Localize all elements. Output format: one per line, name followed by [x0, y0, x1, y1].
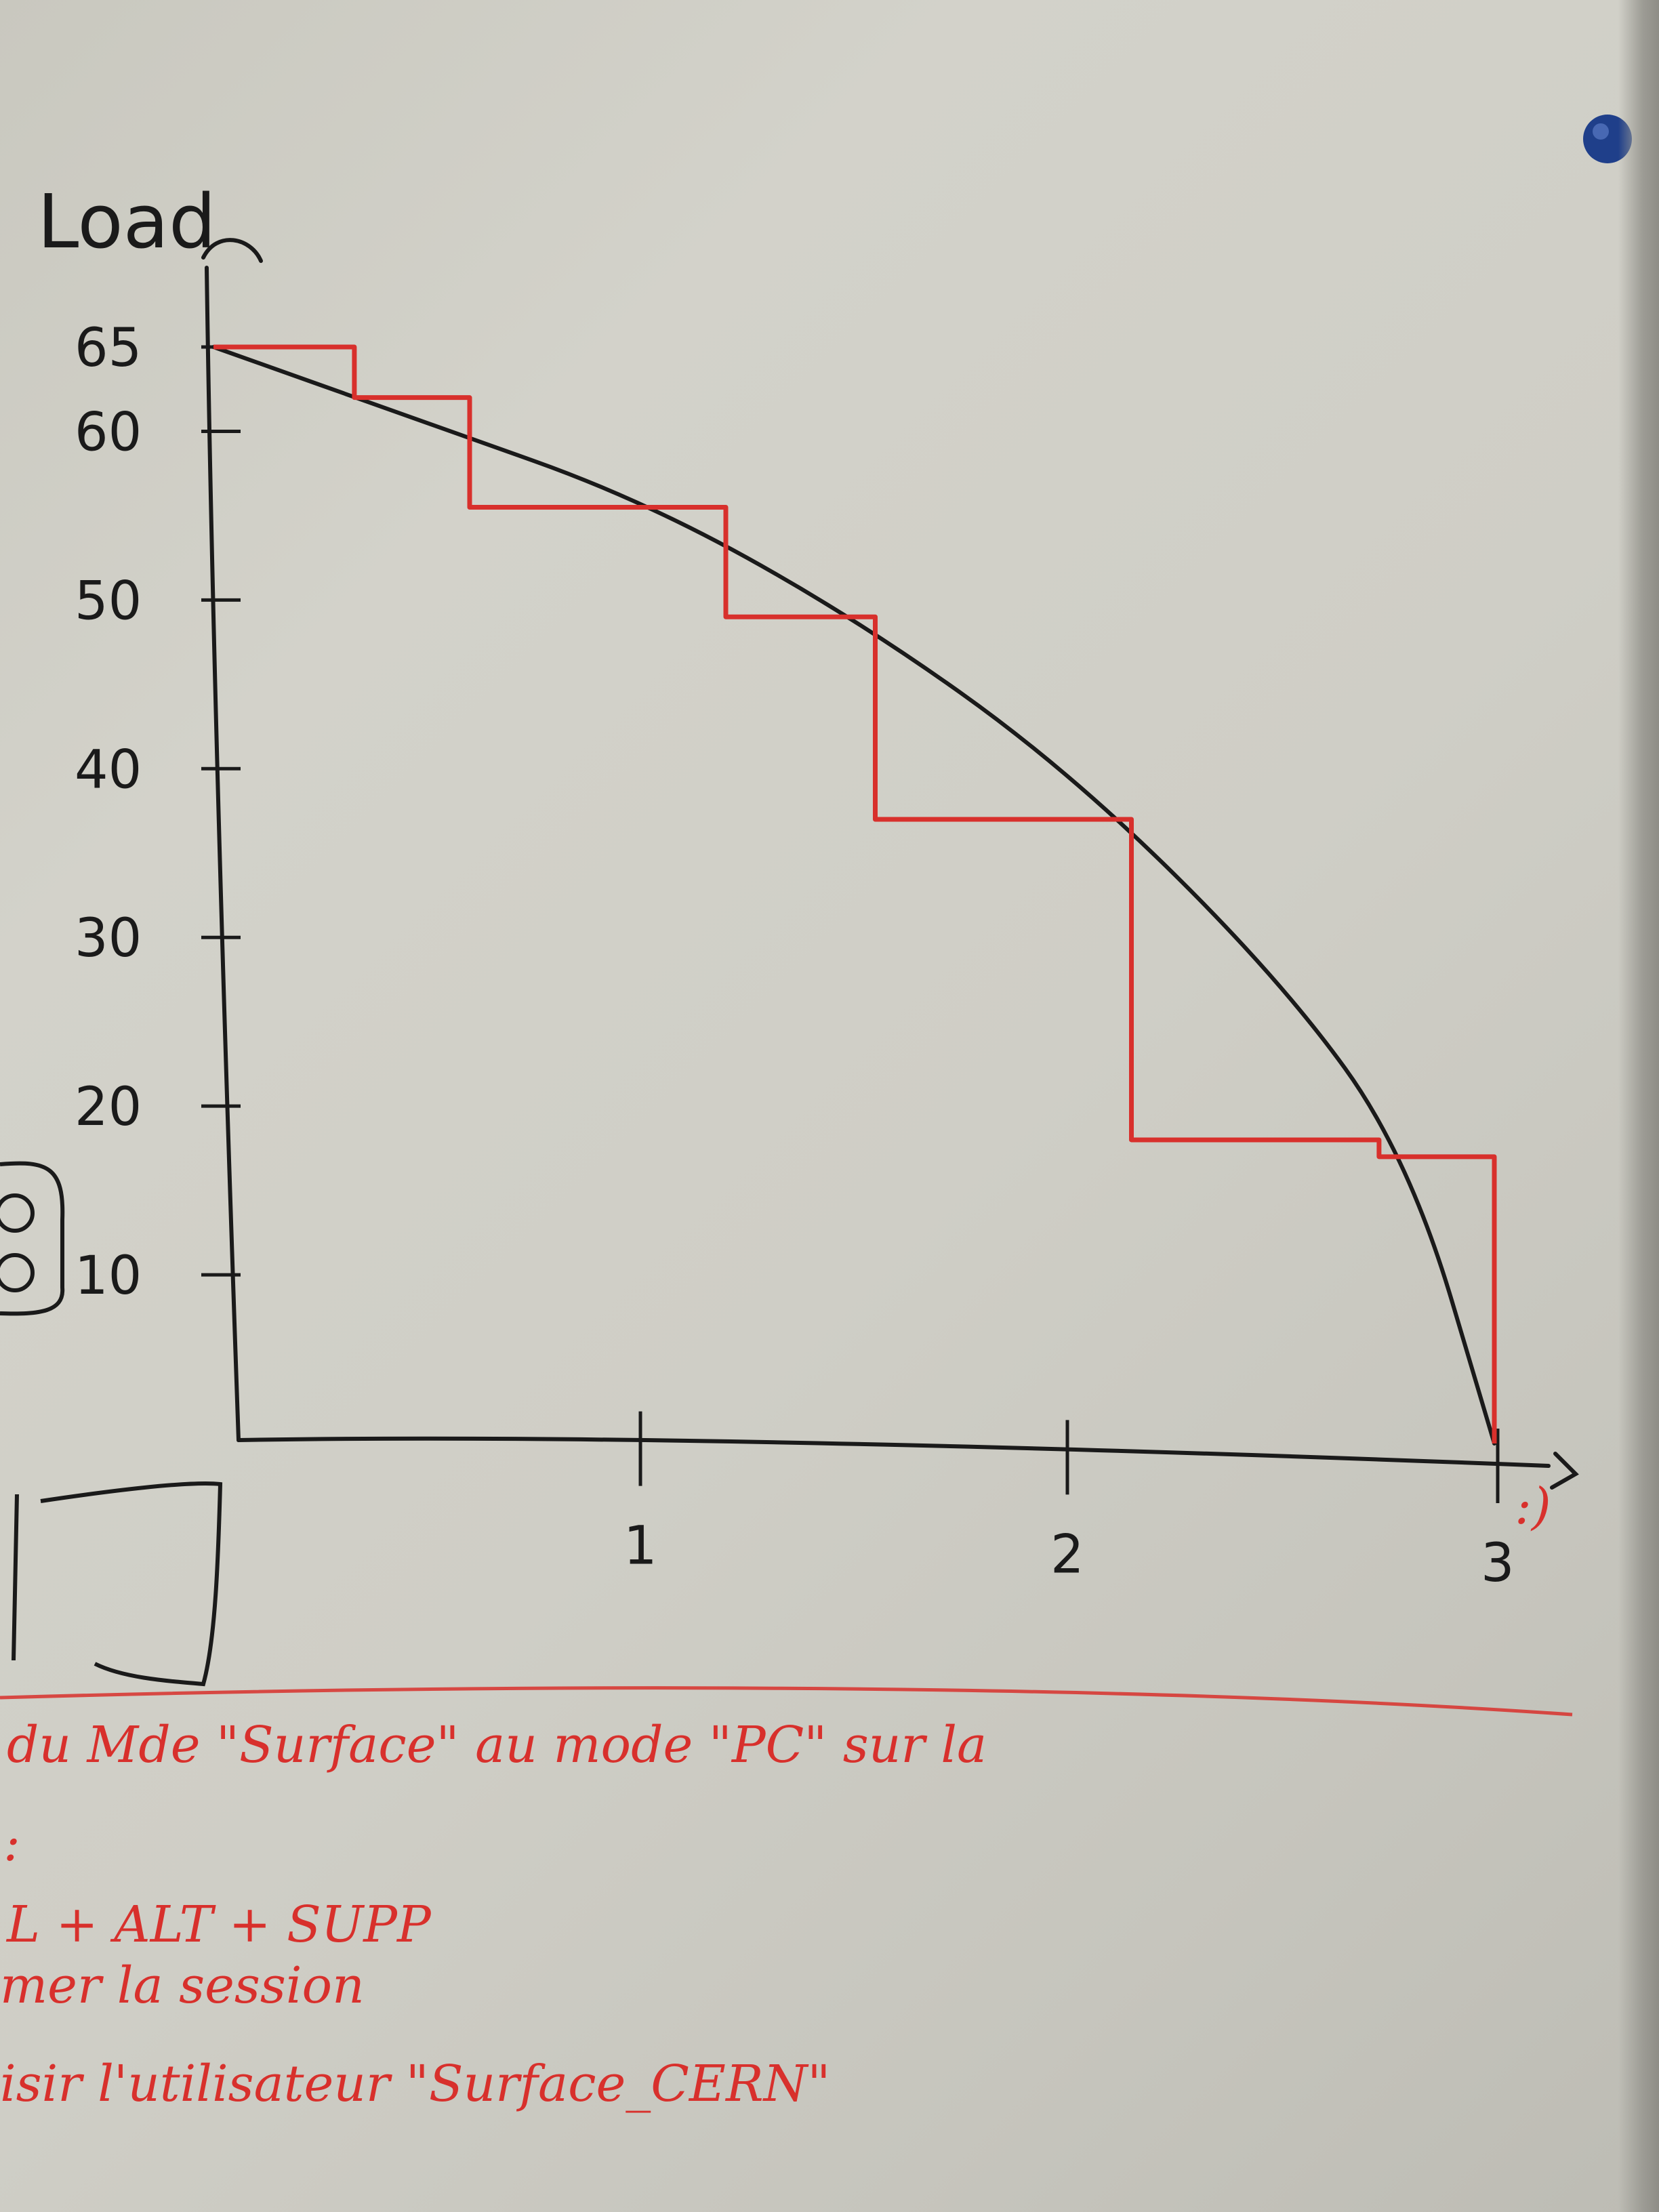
y-tick-label: 20 [75, 1077, 142, 1138]
step-curve [213, 344, 1497, 1443]
y-axis-arrow [201, 238, 263, 263]
left-circle-2 [0, 1253, 35, 1292]
y-ticks: 65 60 50 40 30 20 10 [75, 318, 241, 1307]
x-tick-label: 2 [1050, 1524, 1084, 1585]
left-edge-doodles [0, 1161, 223, 1687]
smiley-annotation: :) [1515, 1477, 1551, 1536]
load-curve [211, 345, 1496, 1446]
y-tick-label: 30 [75, 908, 142, 969]
x-ticks: 1 2 3 [623, 1411, 1515, 1594]
x-tick-label: 3 [1481, 1533, 1515, 1594]
left-circle-1 [0, 1193, 35, 1233]
x-axis-line [237, 1436, 1551, 1468]
red-separator [0, 1686, 1573, 1717]
note-line-1: du Mde "Surface" au mode "PC" sur la [7, 1716, 987, 1774]
y-tick-label: 65 [75, 318, 142, 379]
note-line-5: isir l'utilisateur "Surface_CERN" [0, 2055, 830, 2113]
y-axis-line [205, 266, 241, 1442]
note-line-2: : [3, 1814, 20, 1872]
y-tick-label: 40 [75, 739, 142, 800]
x-axis-arrow [1550, 1452, 1579, 1490]
left-box [0, 1161, 65, 1316]
magnet-highlight [1593, 123, 1609, 140]
y-tick-label: 60 [75, 402, 142, 463]
y-tick-label: 50 [75, 571, 142, 632]
y-axis-title: Load [37, 178, 216, 265]
board-frame-edge [1618, 0, 1659, 2212]
axes [201, 238, 1579, 1490]
note-line-3: L + ALT + SUPP [5, 1896, 432, 1954]
y-tick-label: 10 [75, 1246, 142, 1307]
note-line-4: mer la session [0, 1957, 365, 2015]
x-tick-label: 1 [623, 1516, 657, 1577]
left-bracket [12, 1481, 223, 1687]
